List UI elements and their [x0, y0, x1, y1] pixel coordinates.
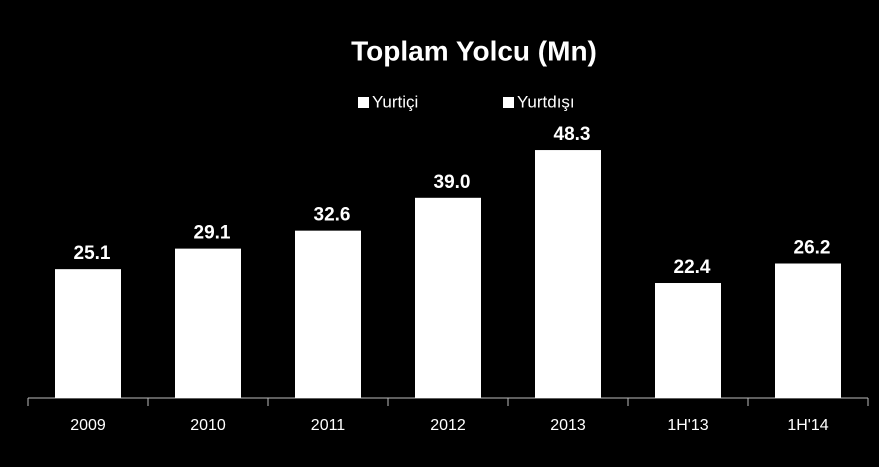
legend-swatch	[503, 97, 514, 108]
x-tick-label: 2009	[70, 417, 106, 434]
bar	[775, 263, 841, 398]
data-label: 22.4	[674, 257, 711, 278]
x-tick-label: 1H'13	[667, 417, 708, 434]
legend-label: Yurtiçi	[372, 92, 418, 111]
data-label: 26.2	[794, 238, 831, 259]
x-tick-label: 2010	[190, 417, 226, 434]
data-label: 39.0	[434, 172, 471, 193]
data-label: 25.1	[74, 243, 111, 264]
bar	[175, 248, 241, 398]
bar	[655, 283, 721, 398]
bar	[55, 269, 121, 398]
bar	[415, 197, 481, 398]
x-tick-label: 2013	[550, 417, 586, 434]
data-label: 48.3	[554, 124, 591, 145]
data-label: 32.6	[314, 205, 351, 226]
chart-title: Toplam Yolcu (Mn)	[351, 35, 597, 66]
legend-swatch	[358, 97, 369, 108]
x-tick-label: 2012	[430, 417, 466, 434]
x-tick-label: 1H'14	[787, 417, 828, 434]
bar	[295, 230, 361, 398]
bar	[535, 150, 601, 398]
x-tick-label: 2011	[311, 417, 346, 434]
data-label: 29.1	[194, 223, 231, 244]
legend-label: Yurtdışı	[517, 92, 575, 111]
